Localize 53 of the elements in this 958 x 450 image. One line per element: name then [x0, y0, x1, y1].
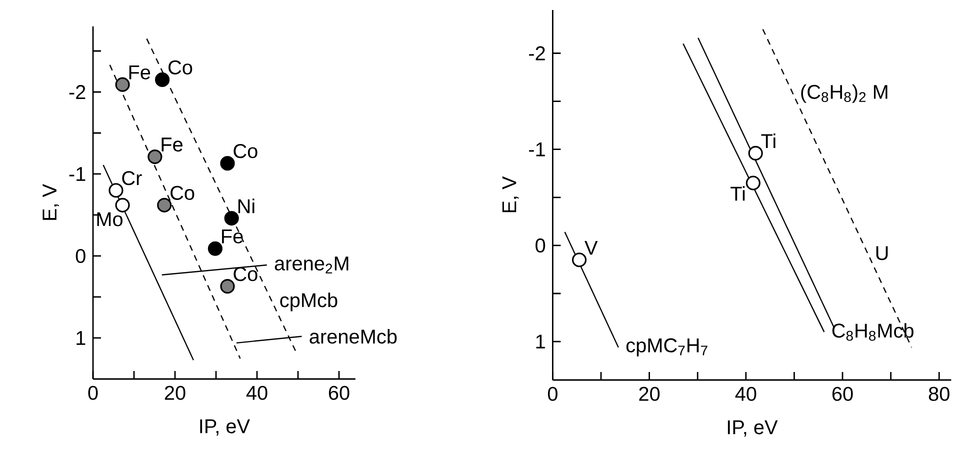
x-tick-label: 20 — [164, 386, 186, 400]
x-tick-label: 80 — [928, 386, 950, 401]
annotation: Fe — [129, 66, 150, 80]
y-axis-title: E, V — [42, 184, 59, 220]
y-tick-label: -1 — [69, 167, 86, 181]
point — [220, 279, 235, 294]
x-tick-label: 40 — [735, 386, 756, 401]
point — [108, 183, 124, 198]
annotation: (C$_{8}$H$_{8}$)$_{2}$ M — [801, 84, 888, 103]
annotation: areneMcb — [310, 329, 397, 344]
x-axis-title: IP, eV — [200, 419, 250, 436]
annotation: Fe — [222, 230, 243, 244]
point — [157, 198, 172, 212]
annotation: Co — [168, 60, 192, 74]
annotation: cpMcb — [280, 292, 338, 312]
x-tick-label: 0 — [88, 386, 98, 400]
point — [746, 176, 760, 190]
annotation: Ni — [238, 198, 254, 214]
annotation: U — [876, 246, 888, 260]
point — [155, 72, 170, 87]
point — [148, 149, 162, 164]
point — [115, 77, 130, 92]
x-tick-label: 0 — [548, 386, 558, 401]
x-axis-title: IP, eV — [728, 420, 778, 437]
y-tick-label: -2 — [529, 46, 545, 60]
annotation: Ti — [730, 186, 745, 201]
y-tick-label: -1 — [529, 142, 545, 156]
point — [220, 156, 235, 171]
annotation: Co — [170, 186, 194, 200]
y-axis-title: E, V — [502, 176, 519, 212]
annotation: Co — [234, 267, 258, 282]
annotation: Fe — [162, 138, 182, 152]
annotation: cpMC$_{7}$H$_{7}$ — [626, 338, 708, 356]
annotation: Ti — [761, 134, 776, 148]
y-tick-label: 1 — [76, 331, 86, 345]
point — [115, 198, 130, 212]
y-tick-label: -2 — [69, 85, 86, 99]
annotation: Mo — [97, 212, 122, 226]
x-tick-label: 60 — [832, 386, 853, 401]
x-tick-label: 40 — [246, 386, 268, 400]
annotation: arene$_{2}$M — [274, 256, 348, 274]
point — [748, 146, 763, 160]
x-tick-label: 20 — [639, 386, 660, 401]
annotation: C$_{8}$H$_{8}$Mcb — [832, 323, 914, 341]
annotation: Cr — [122, 171, 142, 186]
x-tick-label: 60 — [328, 386, 350, 400]
y-tick-label: 0 — [536, 238, 546, 252]
y-tick-label: 1 — [536, 334, 545, 348]
y-tick-label: 0 — [76, 248, 86, 264]
annotation: Co — [234, 144, 258, 158]
annotation: V — [584, 240, 598, 255]
point — [208, 241, 222, 256]
point — [224, 210, 239, 226]
